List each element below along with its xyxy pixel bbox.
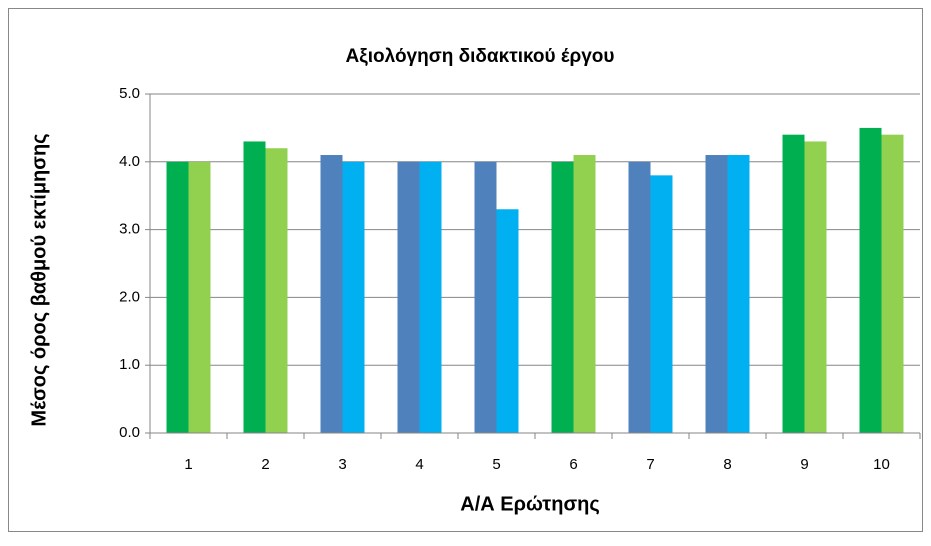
y-tick-label: 4.0 [119,153,140,170]
bar [628,161,651,434]
bar [474,161,497,434]
bar [243,141,266,433]
bar [859,127,882,434]
bar [496,209,519,433]
x-tick-label: 5 [492,456,500,473]
y-tick-label: 5.0 [119,85,140,102]
y-axis-title: Μέσος όρος βαθμού εκτίμησης [28,133,50,426]
x-tick-label: 8 [723,456,731,473]
x-tick-label: 10 [873,456,890,473]
chart-title: Αξιολόγηση διδακτικού έργου [346,46,615,67]
bar [804,141,827,433]
bar [782,134,805,433]
x-tick-label: 7 [646,456,654,473]
y-tick-label: 2.0 [119,288,140,305]
bar [265,148,288,434]
y-tick-label: 3.0 [119,221,140,238]
x-tick-label: 9 [800,456,808,473]
x-tick-label: 2 [261,456,269,473]
chart-frame [8,8,923,532]
bar [419,161,442,434]
x-tick-label: 3 [338,456,346,473]
y-tick-label: 1.0 [119,356,140,373]
y-tick-label: 0.0 [119,424,140,441]
x-tick-label: 4 [415,456,423,473]
bar [650,175,673,434]
bar [881,134,904,433]
x-axis-title: Α/Α Ερώτησης [460,493,600,515]
bar [727,155,750,433]
bar [320,155,343,433]
bar [705,155,728,433]
bar [166,161,189,434]
bar [573,155,596,433]
bar [551,161,574,434]
x-tick-label: 1 [184,456,192,473]
bar [397,161,420,434]
bar [342,161,365,434]
x-tick-label: 6 [569,456,577,473]
bar [188,161,211,434]
